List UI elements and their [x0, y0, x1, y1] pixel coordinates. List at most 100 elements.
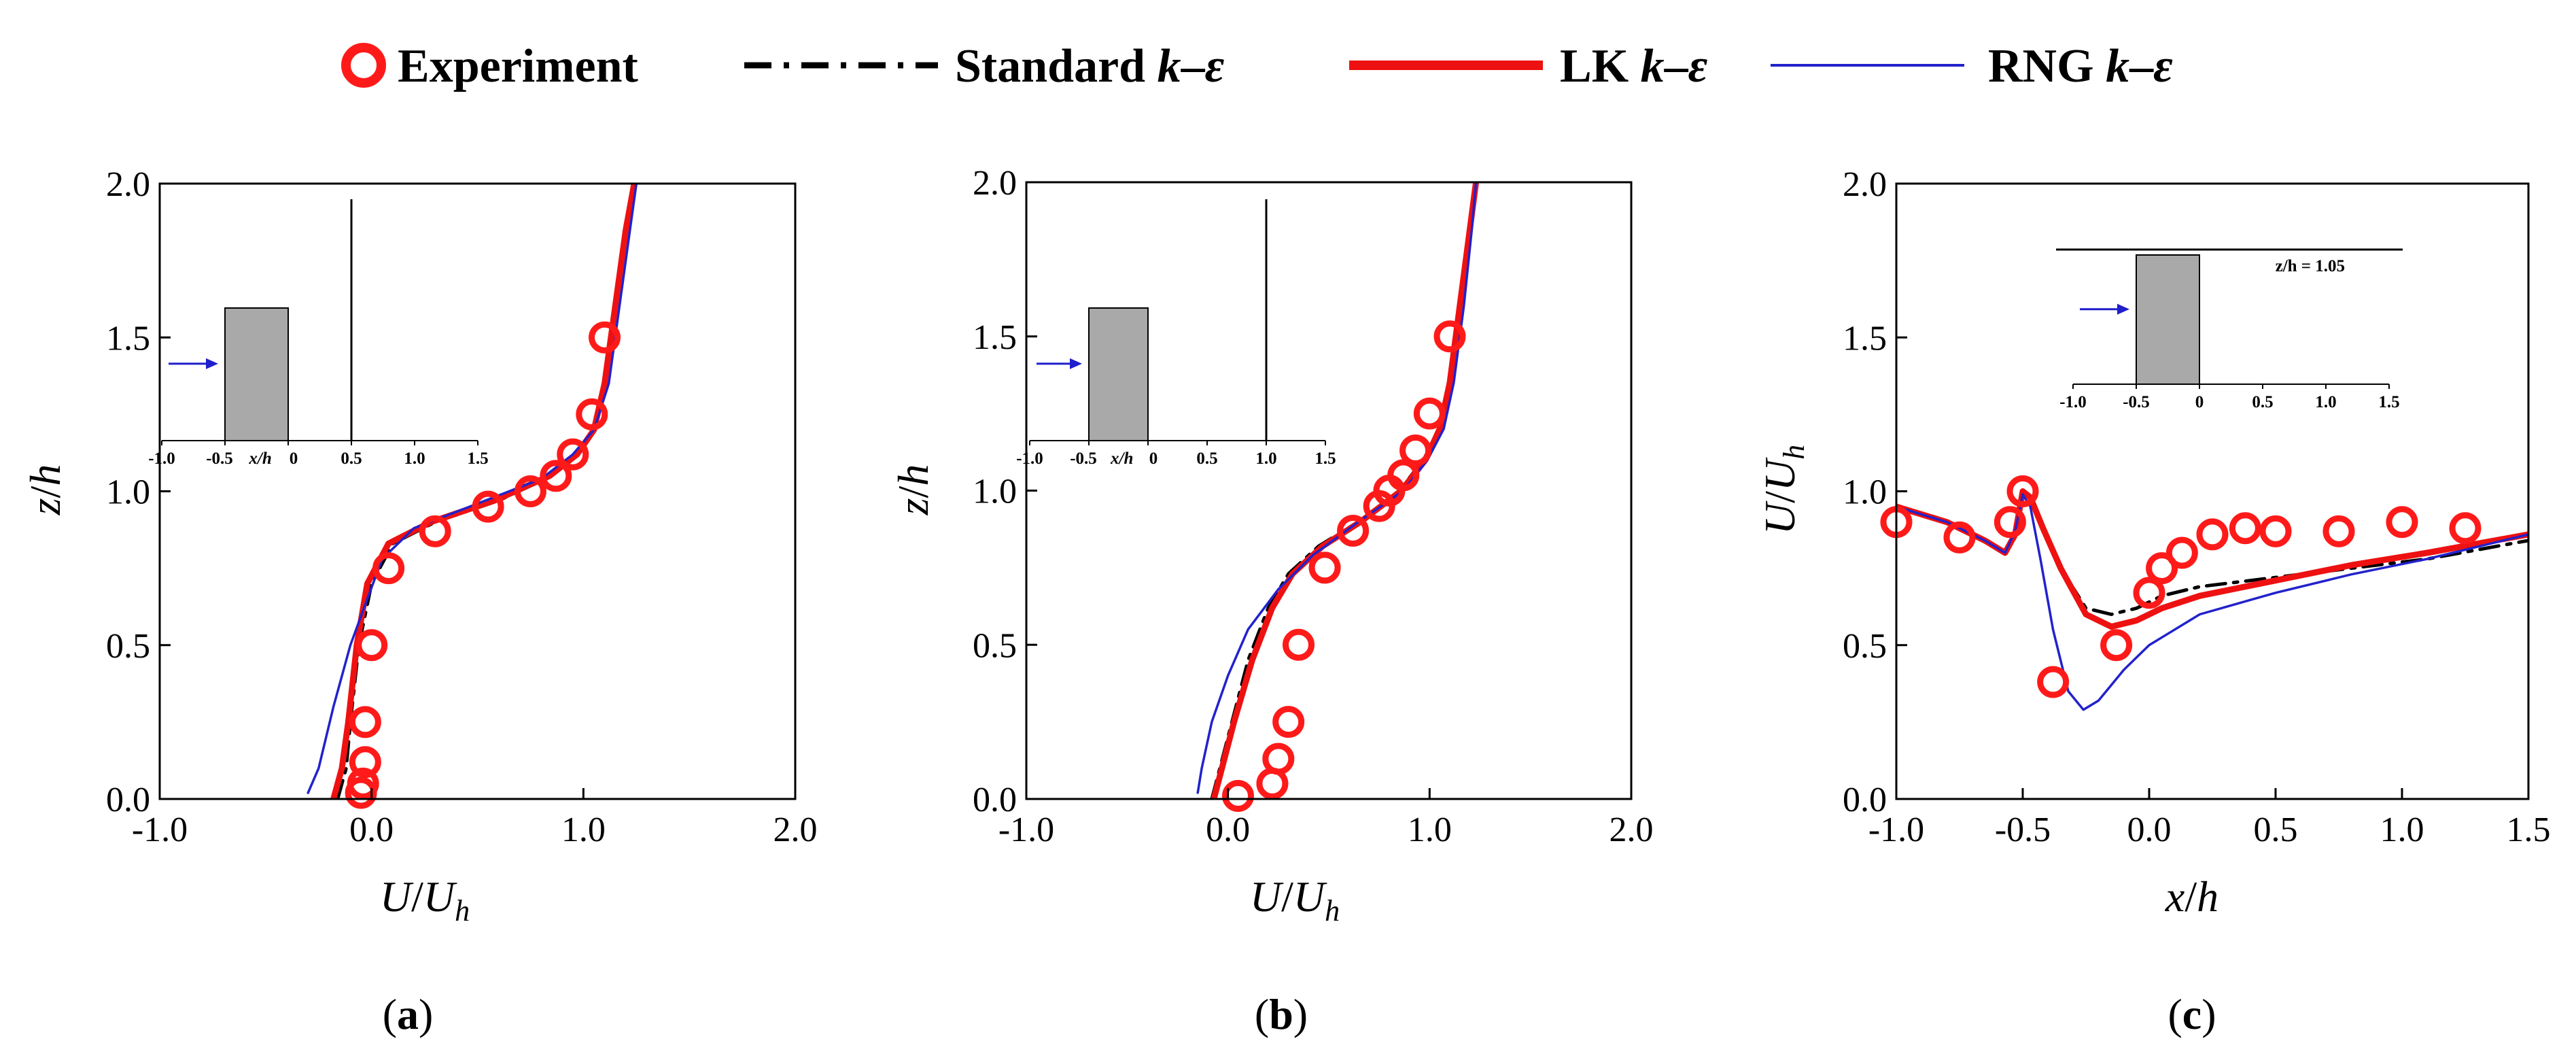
panel-b-experiment-point [1272, 706, 1305, 738]
panel-b-experiment-point [1337, 514, 1370, 547]
panel-c-experiment-point [2165, 536, 2198, 569]
inset-tick-label: 0 [2195, 393, 2204, 411]
inset-tick-label: 0.5 [1196, 449, 1217, 468]
panel-b-ytick-label: 2.0 [973, 164, 1017, 203]
panel-b-xtick-label: 1.0 [1408, 811, 1452, 849]
panel-a-experiment-point [540, 460, 572, 492]
panel-b-plot [1196, 182, 1480, 812]
panel-a-ytick-label: 1.0 [106, 473, 150, 512]
panel-a-xtick-label: -1.0 [132, 811, 188, 849]
panel-a-series-lk [330, 184, 638, 799]
panel-c-series-standard [1896, 496, 2528, 616]
panel-b-label: (b) [1255, 990, 1308, 1038]
panel-c-xtick-label: -1.0 [1868, 811, 1924, 849]
panel-a-frame [158, 182, 797, 800]
panel-c-experiment-point [2133, 577, 2165, 609]
panel-c-ylabel: U/Uh [1756, 445, 1811, 534]
panel-b-ytick-label: 0.0 [973, 781, 1017, 819]
inset-obstacle-block [1088, 307, 1149, 441]
legend-experiment-label: Experiment [398, 40, 638, 92]
panel-b-xtick-label: 0.0 [1206, 811, 1250, 849]
legend-rng-label: RNG k–ε [1988, 40, 2173, 92]
panel-c-xtick-label: -0.5 [1995, 811, 2051, 849]
panel-a-ytick-label: 0.5 [106, 627, 150, 666]
panel-a-xtick-label: 1.0 [561, 811, 606, 849]
panel-b-series-standard [1210, 182, 1478, 799]
inset-tick-label: 0 [290, 449, 298, 468]
panel-a-experiment-point [355, 629, 388, 662]
panel-a-ytick-label: 0.0 [106, 781, 150, 819]
panel-a-xlabel: U/Uh [380, 872, 470, 927]
panel-b-experiment-point [1433, 320, 1466, 353]
panel-b-experiment-point [1413, 397, 1446, 430]
panel-b-ticks: -1.0 0.0 1.0 2.00.00.51.01.52.0 [973, 164, 1654, 849]
panel-b-experiment-point [1308, 551, 1341, 584]
panel-a-experiment-point [349, 706, 381, 738]
panel-a-experiment-point [419, 515, 451, 547]
inset-tick-label: -1.0 [2059, 393, 2087, 411]
panel-b-frame [1025, 181, 1633, 800]
panel-c-inset: z/h = 1.05 -1.0 -0.5 0 0.5 1.0 1.5 [2056, 248, 2403, 411]
panel-b-xtick-label: 2.0 [1609, 811, 1654, 849]
panel-c-experiment-point [2196, 518, 2229, 551]
legend-lk-label: LK k–ε [1560, 40, 1708, 92]
panel-a-experiment-point [472, 490, 504, 523]
panel-b-experiment-point [1399, 435, 1432, 467]
panel-c-xtick-label: 1.5 [2507, 811, 2551, 849]
panel-c-ticks: -1.0 -0.5 0.0 0.5 1.0 1.5 0.0 0.5 1.0 1.5 2.0 [1843, 165, 2551, 849]
panel-a-ylabel: z/h [21, 464, 69, 516]
inset-inflow-arrow-head [206, 358, 218, 369]
panel-a-experiment-point [349, 746, 381, 779]
legend-experiment-marker [341, 43, 386, 88]
inset-obstacle-block [2136, 254, 2200, 385]
panel-c-ytick-label: 0.0 [1843, 781, 1887, 819]
panel-c-experiment-point [2322, 515, 2355, 547]
panel-c-experiment-point [1994, 506, 2026, 539]
inset-tick-label: 1.5 [2378, 393, 2399, 411]
panel-a-experiment-point [589, 321, 621, 354]
panel-a-series-rng [307, 184, 638, 794]
panel-c-experiment-point [2386, 506, 2418, 539]
inset-tick-label: 1.0 [404, 449, 425, 468]
inset-tick-label: 1.5 [1315, 449, 1336, 468]
panel-c-series-rng [1896, 493, 2528, 711]
panel-b-series-lk [1211, 182, 1480, 799]
inset-tick-label: x/h [1110, 449, 1133, 468]
inset-line-label: z/h = 1.05 [2276, 257, 2345, 275]
panel-a-inset: -1.0 -0.5 x/h 0 0.5 1.0 1.5 [148, 199, 489, 468]
panel-c-ytick-label: 1.5 [1843, 319, 1887, 358]
panel-c-xlabel: x/h [2165, 872, 2218, 921]
inset-tick-label: -0.5 [2123, 393, 2150, 411]
panel-c: -1.0 -0.5 0.0 0.5 1.0 1.50.00.51.01.52.0 x/h … [1756, 165, 2551, 1038]
inset-tick-label: 0 [1149, 449, 1158, 468]
inset-inflow-arrow-head [2117, 303, 2129, 315]
inset-tick-label: 0.5 [341, 449, 362, 468]
inset-tick-label: -0.5 [1070, 449, 1097, 468]
panel-c-experiment-point [2100, 629, 2133, 662]
panel-c-experiment-point [1943, 521, 1976, 553]
panel-b-ytick-label: 1.0 [973, 473, 1017, 511]
inset-tick-label: x/h [248, 449, 271, 468]
panel-b-experiment-point [1387, 459, 1420, 492]
panel-c-ytick-label: 1.0 [1843, 473, 1887, 512]
panel-a-ytick-label: 1.5 [106, 319, 150, 358]
panel-b-ytick-label: 1.5 [973, 318, 1017, 357]
panel-c-ytick-label: 2.0 [1843, 165, 1887, 204]
panel-c-ytick-label: 0.5 [1843, 627, 1887, 666]
inset-inflow-arrow-head [1070, 358, 1082, 369]
panel-b-xtick-label: -1.0 [998, 811, 1054, 849]
panel-c-plot [1880, 475, 2528, 711]
legend: Experiment Standard k–ε LK k–ε RNG k–ε [341, 40, 2173, 92]
panel-a-experiment-point [514, 475, 546, 507]
panel-a-ticks: -1.0 0.0 1.0 2.00.00.51.01.52.0 [106, 165, 818, 849]
inset-tick-label: -1.0 [148, 449, 175, 468]
panel-b: -1.0 0.0 1.0 2.00.00.51.01.52.0 U/Uh z/h (b… [889, 164, 1654, 1038]
panel-c-xtick-label: 0.0 [2127, 811, 2172, 849]
panel-b-ylabel: z/h [889, 464, 937, 516]
panel-a-experiment-point [372, 552, 405, 585]
panel-a: -1.0 0.0 1.0 2.00.00.51.01.52.0 U/Uh z/h (a… [21, 165, 818, 1038]
panel-a-ytick-label: 2.0 [106, 165, 150, 204]
legend-standard-label: Standard k–ε [955, 40, 1225, 92]
panel-c-xtick-label: 0.5 [2254, 811, 2298, 849]
